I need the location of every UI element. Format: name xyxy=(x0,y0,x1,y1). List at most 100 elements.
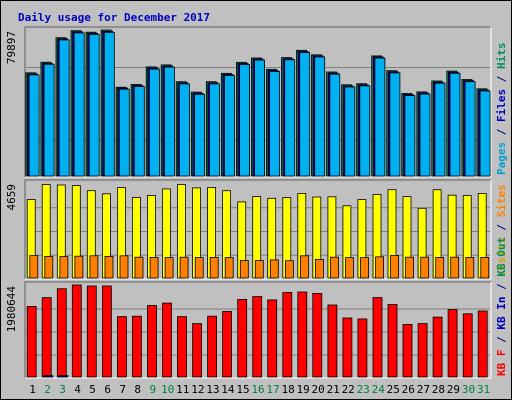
legend-entry: / xyxy=(495,69,508,89)
bar-pages xyxy=(224,75,235,177)
bar-kb-f xyxy=(86,285,97,378)
day-label: 19 xyxy=(296,383,309,396)
bar-pages xyxy=(344,86,356,177)
bar-kb-f xyxy=(432,316,443,378)
bar-sites xyxy=(29,255,39,279)
day-labels: 1 2 3 4 5 6 7 8 9 10 11 12 13 14 15 16 17 18 19 20 21 22 23 24 2… xyxy=(29,383,490,396)
bar-pages xyxy=(194,93,205,177)
day-label: 29 xyxy=(447,383,460,396)
legend-entry: Hits xyxy=(495,43,508,70)
bar-kb-f xyxy=(252,296,263,378)
bar-pages xyxy=(178,83,190,177)
bar-pages xyxy=(254,59,266,177)
bar-pages xyxy=(88,34,100,177)
bar-kb-f xyxy=(357,318,368,378)
day-label: 24 xyxy=(372,383,386,396)
bar-pages xyxy=(404,95,416,177)
bar-sites xyxy=(254,260,264,279)
bar-pages xyxy=(163,66,175,177)
bar-kb-f xyxy=(147,305,157,378)
bar-pages xyxy=(464,81,476,177)
day-label: 7 xyxy=(119,383,126,396)
day-label: 5 xyxy=(89,383,96,396)
bar-kb-f xyxy=(312,292,323,378)
bar-pages xyxy=(419,93,431,177)
bar-pages xyxy=(449,72,461,177)
legend-entry: KB Out xyxy=(495,237,508,277)
bar-pages xyxy=(299,52,311,177)
bar-kb-in xyxy=(43,375,54,378)
bar-sites xyxy=(119,255,129,279)
panel-border-light xyxy=(25,180,492,280)
bar-sites xyxy=(480,256,490,279)
day-label: 23 xyxy=(357,383,370,396)
day-label: 10 xyxy=(161,383,174,396)
bar-kb-in xyxy=(58,375,69,378)
bar-sites xyxy=(299,255,309,279)
panel-border-dark xyxy=(24,281,491,378)
bar-pages xyxy=(28,74,40,177)
bar-sites xyxy=(405,256,415,279)
panel-top: 79897 Pages / Files / Hits xyxy=(5,26,508,178)
legend-entry: / xyxy=(495,330,508,350)
day-label: 27 xyxy=(417,383,430,396)
bar-kb-f xyxy=(417,323,428,378)
bar-kb-f xyxy=(372,297,383,378)
bar-kb-f xyxy=(131,315,142,378)
bar-sites xyxy=(224,257,234,279)
legend-entry: / xyxy=(495,122,508,142)
bar-sites xyxy=(269,259,279,279)
panel-bot: 1980644 KB F / KB In / KB Out xyxy=(5,237,508,379)
bar-sites xyxy=(390,254,400,279)
bar-kb-f xyxy=(162,302,172,378)
day-label: 11 xyxy=(176,383,189,396)
bar-sites xyxy=(149,256,159,279)
bar-sites xyxy=(375,256,385,279)
bar-pages xyxy=(329,73,341,177)
day-label: 15 xyxy=(236,383,249,396)
bar-sites xyxy=(164,257,174,279)
day-label: 31 xyxy=(477,383,490,396)
day-label: 30 xyxy=(462,383,475,396)
panel-border-dark xyxy=(24,26,491,177)
bar-pages xyxy=(359,85,371,177)
bar-kb-f xyxy=(207,315,218,378)
bar-pages xyxy=(133,86,145,177)
day-label: 9 xyxy=(149,383,156,396)
day-label: 18 xyxy=(281,383,294,396)
bar-pages xyxy=(58,39,70,177)
panel-legend: KB F / KB In / KB Out xyxy=(495,237,508,376)
bar-kb-f xyxy=(192,323,203,378)
panel-legend: Visits / Sites xyxy=(495,184,508,277)
bar-pages xyxy=(389,72,401,177)
day-label: 25 xyxy=(387,383,400,396)
bar-kb-f xyxy=(282,292,293,378)
bar-sites xyxy=(134,256,144,279)
legend-entry: Visits xyxy=(495,237,508,277)
bar-pages xyxy=(269,71,281,177)
bar-sites xyxy=(345,257,354,279)
day-label: 14 xyxy=(221,383,235,396)
bar-sites xyxy=(194,257,204,279)
panel-border-light xyxy=(25,27,492,178)
bar-kb-f xyxy=(237,298,248,378)
bar-kb-f xyxy=(102,285,112,378)
panel-border-light xyxy=(25,282,492,379)
panel-border-dark xyxy=(24,179,491,279)
bar-sites xyxy=(179,256,189,279)
day-label: 8 xyxy=(134,383,141,396)
bar-sites xyxy=(420,256,430,279)
day-label: 26 xyxy=(402,383,415,396)
bar-kb-f xyxy=(342,317,353,378)
day-label: 13 xyxy=(206,383,219,396)
bar-sites xyxy=(59,256,69,279)
legend-entry: Pages xyxy=(495,142,508,175)
bar-sites xyxy=(104,255,114,279)
day-label: 4 xyxy=(74,383,81,396)
chart-panels: 79897 Pages / Files / Hits 4659 Visits / Si… xyxy=(5,26,508,379)
day-label: 17 xyxy=(266,383,279,396)
panel-legend: Pages / Files / Hits xyxy=(495,43,508,176)
day-label: 1 xyxy=(29,383,36,396)
